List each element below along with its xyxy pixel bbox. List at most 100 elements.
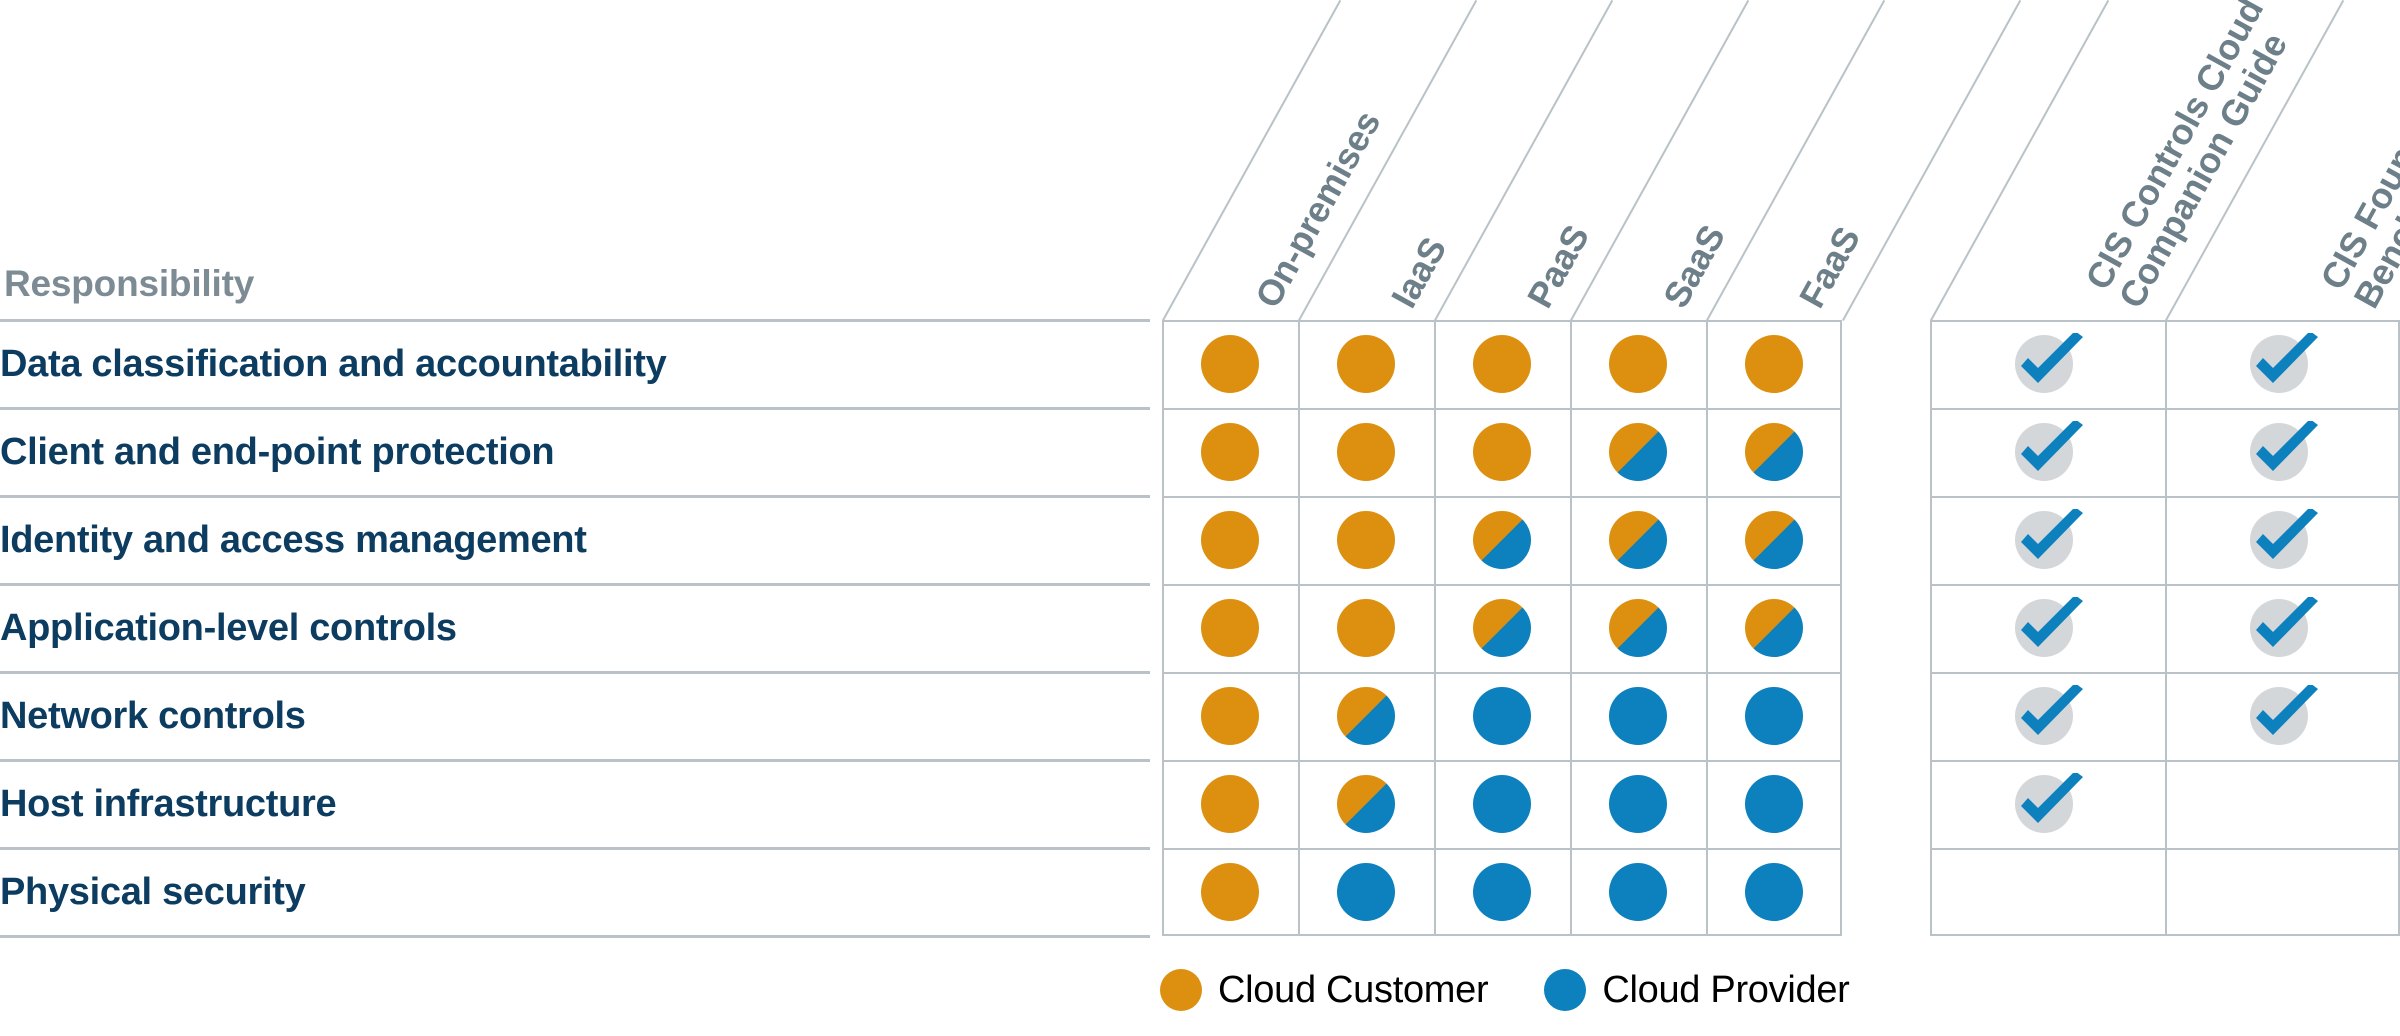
- cloud-customer-dot-icon: [1473, 423, 1531, 481]
- matrix-cell: [1570, 496, 1706, 584]
- grid-row-divider: [1162, 760, 1842, 762]
- matrix-cell: [1434, 760, 1570, 848]
- shared-responsibility-dot-icon: [1745, 423, 1803, 481]
- matrix-cell: [1298, 760, 1434, 848]
- cloud-provider-dot-icon: [1745, 687, 1803, 745]
- matrix-cell: [1706, 760, 1842, 848]
- checkmark-icon: [2009, 773, 2087, 835]
- grid-row-divider: [1162, 584, 1842, 586]
- cis-cell: [1930, 584, 2165, 672]
- checkmark-icon: [2009, 597, 2087, 659]
- cloud-provider-dot-icon: [1473, 775, 1531, 833]
- row-label-text: Physical security: [0, 870, 306, 913]
- row-separator: [0, 319, 1150, 322]
- cloud-provider-dot-icon: [1609, 775, 1667, 833]
- responsibility-header-label: Responsibility: [4, 263, 255, 304]
- cloud-customer-dot-icon: [1201, 599, 1259, 657]
- grid-row-divider: [1162, 496, 1842, 498]
- cloud-customer-dot-icon: [1201, 863, 1259, 921]
- header-diagonal-rule: [1570, 0, 1750, 321]
- shared-responsibility-dot-icon: [1473, 511, 1531, 569]
- row-separator: [0, 671, 1150, 674]
- matrix-cell: [1570, 760, 1706, 848]
- row-label: Host infrastructure: [0, 760, 1150, 848]
- row-separator: [0, 407, 1150, 410]
- matrix-cell: [1162, 408, 1298, 496]
- cloud-customer-dot-icon: [1160, 969, 1202, 1011]
- matrix-cell: [1706, 848, 1842, 936]
- row-label-text: Data classification and accountability: [0, 342, 667, 385]
- cis-cell: [1930, 760, 2165, 848]
- cloud-provider-dot-icon: [1337, 863, 1395, 921]
- row-label-text: Application-level controls: [0, 606, 457, 649]
- matrix-cell: [1298, 320, 1434, 408]
- row-separator: [0, 583, 1150, 586]
- cloud-provider-dot-icon: [1745, 775, 1803, 833]
- row-label: Physical security: [0, 848, 1150, 936]
- cloud-customer-dot-icon: [1201, 775, 1259, 833]
- header-diagonal-rule: [1434, 0, 1614, 321]
- checkmark-icon: [2244, 597, 2322, 659]
- matrix-cell: [1570, 408, 1706, 496]
- cis-cell: [2165, 408, 2400, 496]
- shared-responsibility-dot-icon: [1609, 423, 1667, 481]
- cis-cell: [1930, 496, 2165, 584]
- service-matrix-grid-box: [1162, 320, 1842, 936]
- matrix-cell: [1706, 496, 1842, 584]
- checkmark-icon: [2009, 421, 2087, 483]
- cis-cell: [2165, 672, 2400, 760]
- grid-column-divider: [2165, 320, 2167, 936]
- row-separator: [0, 759, 1150, 762]
- grid-column-divider: [1298, 320, 1300, 936]
- matrix-cell: [1434, 496, 1570, 584]
- shared-responsibility-dot-icon: [1473, 599, 1531, 657]
- shared-responsibility-dot-icon: [1337, 687, 1395, 745]
- grid-column-divider: [1434, 320, 1436, 936]
- matrix-cell: [1570, 672, 1706, 760]
- legend-item: Cloud Customer: [1160, 969, 1489, 1012]
- grid-column-divider: [1706, 320, 1708, 936]
- cloud-provider-dot-icon: [1609, 863, 1667, 921]
- cloud-customer-dot-icon: [1337, 423, 1395, 481]
- checkmark-icon: [2244, 509, 2322, 571]
- cloud-customer-dot-icon: [1201, 511, 1259, 569]
- checkmark-icon: [2244, 685, 2322, 747]
- matrix-cell: [1162, 496, 1298, 584]
- cloud-provider-dot-icon: [1544, 969, 1587, 1011]
- cloud-customer-dot-icon: [1745, 335, 1803, 393]
- row-label-text: Network controls: [0, 694, 306, 737]
- legend-item: Cloud Provider: [1544, 969, 1850, 1012]
- cis-cell: [2165, 848, 2400, 936]
- header-diagonal-rule: [1706, 0, 1886, 321]
- header-label-cis-controls-cloud-companion-guide: CIS Controls Cloud Companion Guide: [2077, 0, 2303, 315]
- matrix-cell: [1162, 672, 1298, 760]
- cis-cell: [2165, 496, 2400, 584]
- grid-row-divider: [1930, 584, 2400, 586]
- cloud-customer-dot-icon: [1609, 335, 1667, 393]
- grid-row-divider: [1162, 408, 1842, 410]
- matrix-cell: [1706, 408, 1842, 496]
- grid-row-divider: [1930, 848, 2400, 850]
- checkmark-icon: [2009, 509, 2087, 571]
- matrix-cell: [1434, 584, 1570, 672]
- shared-responsibility-dot-icon: [1609, 599, 1667, 657]
- shared-responsibility-dot-icon: [1745, 599, 1803, 657]
- diagonal-column-header-zone: On-premises IaaS PaaS SaaS FaaS CIS Controls …: [0, 0, 2400, 322]
- cis-cell: [1930, 408, 2165, 496]
- row-label: Application-level controls: [0, 584, 1150, 672]
- matrix-cell: [1706, 672, 1842, 760]
- matrix-cell: [1434, 320, 1570, 408]
- shared-responsibility-dot-icon: [1609, 511, 1667, 569]
- cis-cell: [2165, 320, 2400, 408]
- grid-row-divider: [1930, 408, 2400, 410]
- grid-row-divider: [1930, 760, 2400, 762]
- matrix-cell: [1706, 320, 1842, 408]
- checkmark-icon: [2244, 421, 2322, 483]
- row-separator: [0, 495, 1150, 498]
- matrix-cell: [1162, 760, 1298, 848]
- row-label: Data classification and accountability: [0, 320, 1150, 408]
- cloud-customer-dot-icon: [1201, 335, 1259, 393]
- matrix-cell: [1162, 584, 1298, 672]
- matrix-cell: [1162, 320, 1298, 408]
